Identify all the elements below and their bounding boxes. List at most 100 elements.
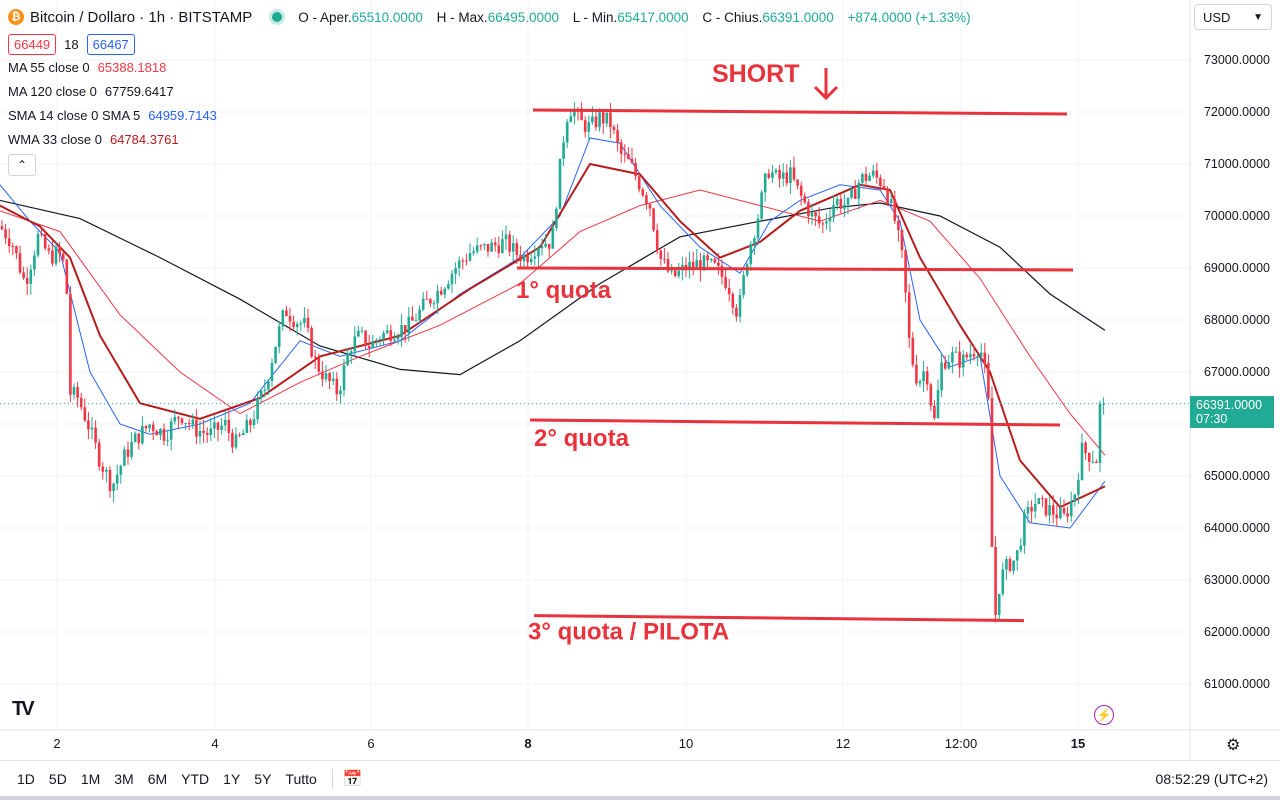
candle-body <box>508 234 511 252</box>
range-button[interactable]: 5D <box>48 771 67 787</box>
candle-body <box>436 290 439 304</box>
candle-body <box>144 425 148 429</box>
price-tick-label: 71000.0000 <box>1204 157 1270 171</box>
candle-body <box>1012 560 1015 571</box>
candle-body <box>51 250 54 264</box>
indicator-wma33[interactable]: WMA 33 close 0 64784.3761 <box>8 128 971 152</box>
range-button[interactable]: 3M <box>114 771 134 787</box>
candle-body <box>627 154 630 159</box>
sell-price-button[interactable]: 66449 <box>8 33 57 55</box>
candle-body <box>234 434 238 448</box>
candle-body <box>285 310 288 317</box>
currency-select[interactable]: USD ▼ <box>1194 4 1272 30</box>
quota3-pilota-label: 3° quota / PILOTA <box>528 619 729 646</box>
candle-body <box>137 433 141 444</box>
time-tick-label: 12:00 <box>945 736 978 751</box>
candle-body <box>105 469 108 472</box>
candle-body <box>843 204 846 209</box>
buy-price-button[interactable]: 66467 <box>86 33 135 55</box>
market-status-icon[interactable] <box>272 12 283 22</box>
bolt-icon[interactable]: ⚡ <box>1094 705 1114 725</box>
symbol-title[interactable]: Bitcoin / Dollaro · 1h · BITSTAMP <box>30 8 253 26</box>
spread-value: 18 <box>64 36 79 52</box>
candle-body <box>591 116 594 123</box>
candle-body <box>666 259 670 272</box>
candle-body <box>742 275 745 296</box>
range-button[interactable]: 1M <box>80 771 101 787</box>
candle-body <box>1055 514 1059 519</box>
candle-body <box>717 262 720 266</box>
candle-body <box>249 420 252 426</box>
gear-icon[interactable]: ⚙ <box>1226 737 1241 754</box>
change-value: +874.0000 (+1.33%) <box>847 9 971 25</box>
indicator-label: MA 120 close 0 <box>8 84 97 99</box>
candle-body <box>79 397 83 408</box>
clock[interactable]: 08:52:29 (UTC+2) <box>1155 771 1268 787</box>
candle-body <box>432 303 436 305</box>
candle-body <box>792 167 796 180</box>
candle-body <box>533 256 537 259</box>
range-button[interactable]: 5Y <box>254 771 272 787</box>
candle-body <box>558 158 562 209</box>
range-button[interactable]: 1Y <box>223 771 241 787</box>
time-tick-label: 4 <box>211 736 218 751</box>
high-label: H - Max. <box>436 9 488 25</box>
candle-body <box>943 362 947 369</box>
collapse-legend-button[interactable]: ⌃ <box>8 154 36 176</box>
indicator-ma120[interactable]: MA 120 close 0 67759.6417 <box>8 80 971 104</box>
candle-body <box>810 212 814 217</box>
candle-body <box>699 260 702 271</box>
candle-body <box>454 268 457 274</box>
symbol-row: ₿ Bitcoin / Dollaro · 1h · BITSTAMP O - … <box>8 6 971 28</box>
range-button[interactable]: 1D <box>17 771 35 787</box>
candle-body <box>555 208 558 228</box>
candle-body <box>299 323 303 325</box>
candle-body <box>141 425 144 444</box>
candle-body <box>148 424 151 429</box>
candle-body <box>346 353 349 365</box>
candle-body <box>335 378 339 395</box>
candle-body <box>267 381 270 390</box>
candle-body <box>760 192 763 219</box>
candle-body <box>457 260 461 269</box>
candle-body <box>983 352 987 364</box>
candle-body <box>954 351 958 353</box>
candle-body <box>270 363 274 382</box>
candle-body <box>720 265 724 277</box>
tradingview-logo-icon[interactable]: TV <box>12 698 34 720</box>
range-button[interactable]: 6M <box>147 771 168 787</box>
quota3-level-line <box>533 614 1025 623</box>
candle-body <box>767 173 771 178</box>
bottom-toolbar: 1D 5D 1M 3M 6M YTD 1Y 5Y Tutto 📅 08:52:2… <box>0 760 1280 797</box>
range-button[interactable]: Tutto <box>285 771 317 787</box>
indicator-ma55[interactable]: MA 55 close 0 65388.1818 <box>8 56 971 80</box>
candle-body <box>216 422 220 430</box>
candle-body <box>389 330 393 341</box>
candle-body <box>551 227 555 249</box>
price-tick-label: 69000.0000 <box>1204 261 1270 275</box>
open-value: 65510.0000 <box>351 9 423 25</box>
candle-body <box>1051 505 1055 515</box>
candle-body <box>853 189 857 199</box>
calendar-range-icon[interactable]: 📅 <box>342 771 363 788</box>
candle-body <box>4 229 7 239</box>
candle-body <box>677 270 681 277</box>
bitcoin-logo-icon: ₿ <box>8 9 24 25</box>
candle-body <box>961 354 965 368</box>
candle-body <box>781 172 785 179</box>
candle-body <box>1048 505 1051 516</box>
candle-body <box>501 239 504 253</box>
candle-body <box>663 258 666 260</box>
candle-body <box>252 419 256 426</box>
candle-body <box>817 216 821 224</box>
candle-body <box>202 430 205 433</box>
candle-body <box>951 352 954 363</box>
low-value: 65417.0000 <box>617 9 689 25</box>
candle-body <box>205 432 209 435</box>
price-tick-label: 70000.0000 <box>1204 209 1270 223</box>
range-button[interactable]: YTD <box>181 771 210 787</box>
candle-body <box>907 292 911 338</box>
indicator-sma14[interactable]: SMA 14 close 0 SMA 5 64959.7143 <box>8 104 971 128</box>
candle-body <box>378 339 382 341</box>
